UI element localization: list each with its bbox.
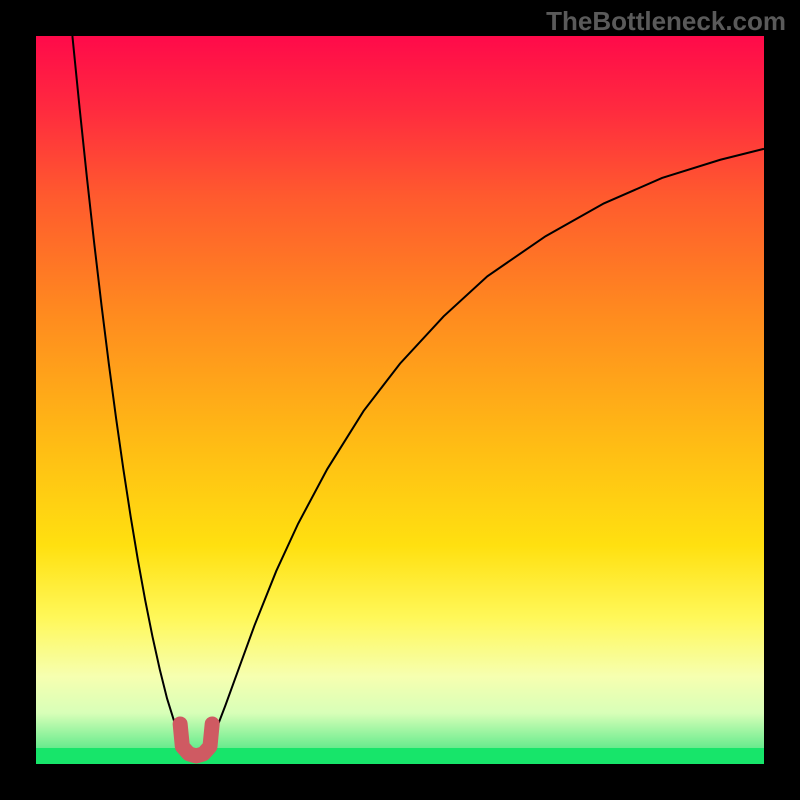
plot-area [36,36,764,764]
right-curve [212,149,764,738]
valley-marker [180,724,212,756]
curve-layer [36,36,764,764]
watermark-text: TheBottleneck.com [546,6,786,37]
left-curve [72,36,180,738]
